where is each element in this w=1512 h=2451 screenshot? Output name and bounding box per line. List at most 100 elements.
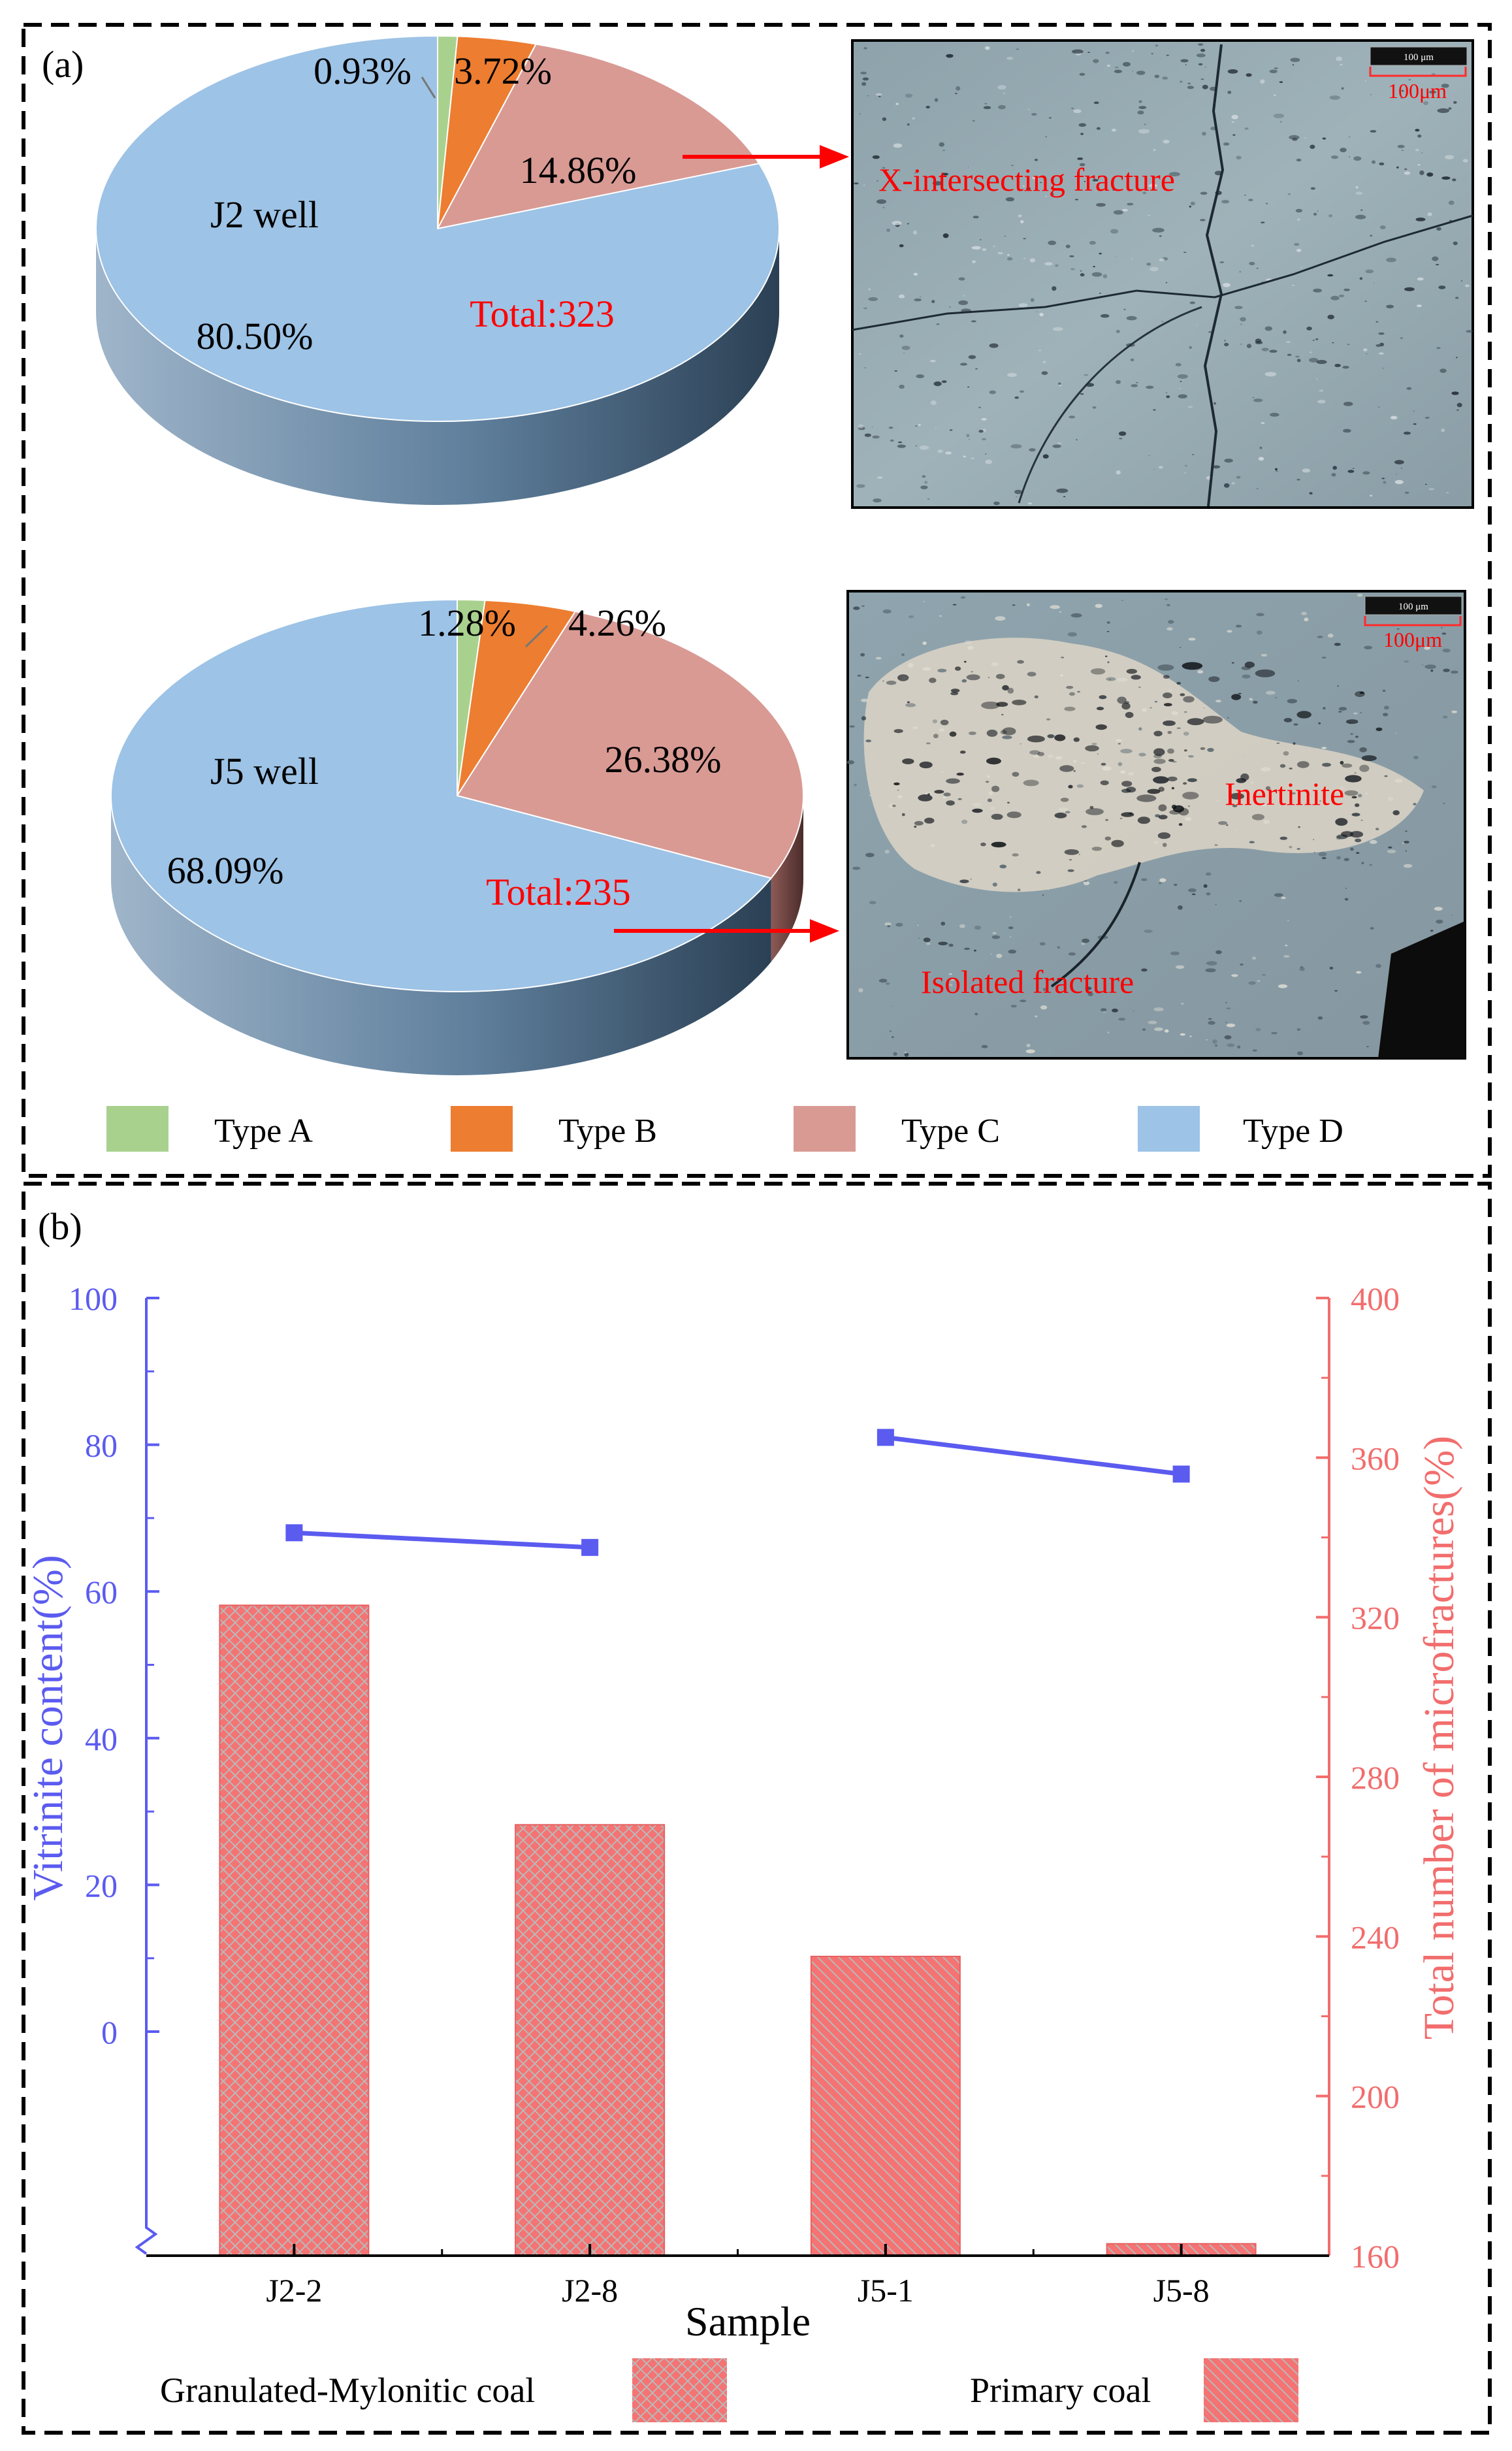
texture-speck	[1151, 53, 1153, 55]
texture-speck	[1375, 344, 1381, 348]
scale-bar-1-bracket	[1369, 67, 1467, 77]
texture-speck	[1089, 240, 1096, 245]
texture-speck	[1334, 364, 1341, 367]
texture-speck	[948, 973, 953, 975]
texture-speck	[992, 932, 997, 935]
texture-speck	[1071, 49, 1084, 54]
texture-speck	[1142, 191, 1147, 195]
texture-speck	[1075, 199, 1078, 201]
texture-speck	[1131, 675, 1141, 680]
texture-speck	[968, 355, 976, 359]
texture-speck	[989, 806, 995, 810]
texture-speck	[1443, 802, 1445, 804]
texture-speck	[888, 803, 896, 809]
texture-speck	[1135, 381, 1138, 383]
texture-speck	[856, 484, 865, 488]
texture-speck	[1119, 438, 1123, 440]
texture-speck	[949, 731, 957, 737]
texture-speck	[1065, 244, 1070, 249]
vitrinite-point-j2-8	[581, 1538, 599, 1556]
texture-speck	[1452, 178, 1456, 182]
texture-speck	[1403, 431, 1411, 435]
texture-speck	[1400, 97, 1403, 99]
texture-speck	[1136, 71, 1146, 75]
texture-speck	[1340, 64, 1343, 65]
texture-speck	[1073, 770, 1076, 772]
texture-speck	[892, 221, 902, 225]
texture-speck	[1063, 496, 1066, 498]
texture-speck	[1336, 856, 1341, 860]
texture-speck	[1058, 807, 1068, 811]
texture-speck	[1166, 604, 1170, 606]
texture-speck	[863, 47, 867, 50]
texture-speck	[1300, 966, 1303, 968]
texture-speck	[948, 943, 954, 947]
texture-speck	[901, 653, 905, 657]
texture-speck	[1016, 496, 1018, 498]
texture-speck	[1375, 321, 1379, 323]
texture-speck	[1084, 374, 1089, 376]
texture-speck	[1244, 661, 1255, 668]
texture-speck	[965, 640, 973, 644]
texture-speck	[1224, 342, 1229, 347]
texture-speck	[1239, 900, 1242, 902]
panel-a: (a) J2 well 80.50% Total:323 14.86% 0.93…	[22, 23, 1492, 1178]
texture-speck	[958, 277, 965, 281]
texture-speck	[893, 1052, 897, 1056]
texture-speck	[1432, 256, 1439, 261]
texture-speck	[1396, 166, 1399, 169]
legend-swatch-granulated	[632, 2358, 727, 2422]
texture-speck	[1158, 466, 1163, 469]
texture-speck	[914, 825, 917, 828]
texture-speck	[1341, 87, 1344, 90]
texture-speck	[1102, 766, 1112, 771]
texture-speck	[1224, 1035, 1232, 1040]
texture-speck	[1042, 361, 1046, 364]
texture-speck	[882, 167, 886, 169]
texture-speck	[1068, 785, 1073, 788]
texture-speck	[1023, 238, 1026, 240]
texture-speck	[1296, 248, 1302, 252]
texture-speck	[1232, 662, 1234, 664]
texture-speck	[1238, 692, 1242, 694]
texture-speck	[1246, 344, 1252, 348]
texture-speck	[1306, 327, 1312, 331]
texture-speck	[1185, 464, 1187, 467]
texture-speck	[1413, 423, 1417, 425]
legend-label-type-a: Type A	[214, 1112, 313, 1150]
texture-speck	[971, 320, 976, 323]
texture-speck	[1269, 349, 1278, 353]
texture-speck	[1121, 812, 1134, 817]
texture-speck	[1017, 660, 1024, 664]
texture-speck	[884, 849, 890, 854]
texture-speck	[966, 434, 970, 438]
texture-speck	[1236, 476, 1241, 479]
texture-speck	[946, 54, 954, 58]
texture-speck	[1047, 888, 1050, 890]
texture-speck	[1178, 905, 1183, 910]
texture-speck	[1230, 792, 1244, 800]
texture-speck	[1078, 854, 1080, 855]
texture-speck	[1322, 762, 1331, 767]
texture-speck	[1093, 266, 1095, 268]
texture-speck	[1168, 689, 1172, 692]
texture-speck	[1253, 398, 1263, 402]
texture-speck	[895, 103, 899, 105]
texture-speck	[1144, 929, 1153, 933]
x-axis-ticks: J2-2 J2-8 J5-1 J5-8	[266, 2244, 1210, 2309]
texture-speck	[1205, 872, 1212, 876]
texture-speck	[1237, 1045, 1241, 1048]
panel-b-frame	[22, 1182, 1492, 2435]
texture-speck	[1033, 755, 1039, 758]
texture-speck	[942, 150, 946, 152]
texture-speck	[932, 181, 942, 186]
legend-label-type-d: Type D	[1243, 1112, 1343, 1150]
texture-speck	[1177, 374, 1188, 379]
texture-speck	[1042, 894, 1044, 896]
texture-speck	[1231, 114, 1238, 120]
texture-speck	[1031, 113, 1037, 116]
micrograph-j5-annotation-inertinite: Inertinite	[1225, 775, 1344, 812]
texture-speck	[1006, 57, 1014, 60]
texture-speck	[893, 729, 903, 734]
texture-speck	[1158, 882, 1162, 885]
